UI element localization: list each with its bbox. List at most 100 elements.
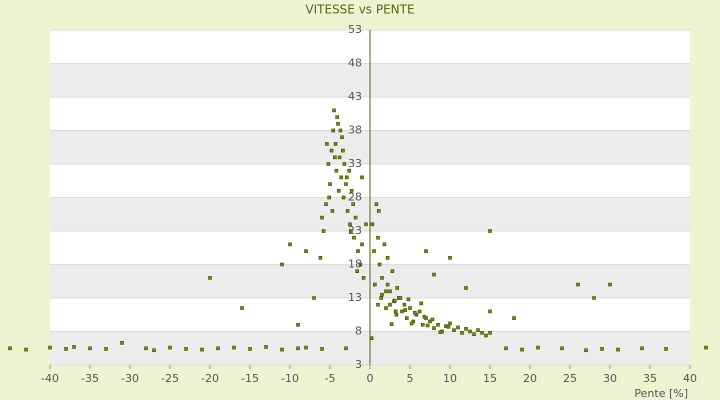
- point: [400, 309, 404, 314]
- point: [395, 286, 400, 290]
- point: [264, 345, 268, 349]
- x-tick-label: 10: [443, 372, 457, 385]
- y-tick-label: 33: [348, 157, 362, 170]
- point: [340, 135, 344, 139]
- point: [448, 321, 452, 326]
- point: [348, 222, 352, 227]
- point: [377, 262, 382, 267]
- y-tick-label: 48: [348, 57, 362, 70]
- y-tick-label: 38: [348, 124, 362, 137]
- y-tick-label: 18: [348, 258, 362, 271]
- point: [320, 215, 324, 220]
- point: [358, 262, 363, 267]
- point: [432, 326, 436, 330]
- point: [394, 312, 399, 317]
- point: [355, 269, 360, 274]
- point: [360, 175, 364, 180]
- point: [120, 341, 124, 345]
- point: [438, 330, 443, 334]
- point: [389, 322, 394, 326]
- point: [356, 249, 360, 253]
- point: [345, 209, 350, 213]
- point: [385, 255, 390, 260]
- chart-title: VITESSE vs PENTE: [305, 3, 414, 17]
- point: [424, 249, 428, 253]
- point: [376, 235, 380, 240]
- y-tick-label: 28: [348, 191, 362, 204]
- point: [296, 322, 300, 327]
- point: [361, 276, 366, 280]
- point: [327, 195, 332, 200]
- point: [332, 108, 336, 113]
- point: [432, 272, 436, 277]
- point: [372, 249, 376, 253]
- point: [334, 168, 339, 173]
- point: [384, 306, 388, 310]
- point: [348, 229, 353, 233]
- x-tick-label: 35: [643, 372, 657, 385]
- point: [329, 148, 334, 153]
- point: [8, 346, 12, 351]
- point: [331, 128, 336, 133]
- y-tick-label: 8: [355, 325, 362, 338]
- point: [324, 142, 329, 146]
- point: [379, 296, 384, 300]
- x-tick-label: -30: [121, 372, 139, 385]
- point: [369, 336, 374, 341]
- point: [344, 175, 349, 180]
- point: [464, 286, 468, 290]
- y-tick-label: 3: [355, 358, 362, 371]
- point: [24, 347, 28, 352]
- point: [393, 309, 398, 314]
- point: [104, 347, 108, 351]
- point: [332, 155, 337, 160]
- point: [520, 347, 524, 352]
- point: [344, 346, 348, 351]
- point: [304, 249, 308, 253]
- x-tick-label: 5: [407, 372, 414, 385]
- point: [352, 235, 356, 240]
- point: [420, 322, 425, 327]
- point: [337, 155, 342, 160]
- point: [64, 347, 68, 351]
- point: [341, 195, 346, 200]
- point: [472, 332, 476, 336]
- point: [208, 276, 212, 280]
- point: [536, 345, 540, 350]
- point: [232, 345, 236, 350]
- x-tick-label: 20: [523, 372, 537, 385]
- point: [460, 331, 464, 335]
- point: [422, 314, 427, 319]
- point: [339, 175, 344, 180]
- point: [382, 242, 387, 247]
- x-tick-label: -10: [281, 372, 299, 385]
- point: [600, 347, 604, 351]
- point: [349, 189, 354, 193]
- point: [328, 182, 332, 186]
- point: [408, 306, 412, 310]
- x-tick-label: 0: [367, 372, 374, 385]
- point: [417, 309, 422, 314]
- point: [398, 296, 403, 300]
- point: [380, 292, 384, 297]
- point: [409, 321, 414, 326]
- point: [488, 309, 492, 314]
- point: [402, 302, 407, 307]
- point: [664, 347, 668, 351]
- point: [360, 242, 364, 247]
- point: [288, 242, 292, 247]
- point: [48, 345, 52, 350]
- point: [353, 215, 358, 220]
- point: [320, 347, 324, 351]
- point: [336, 189, 341, 193]
- y-tick-label: 23: [348, 224, 362, 237]
- point: [296, 346, 300, 351]
- point: [338, 128, 343, 133]
- point: [330, 209, 335, 213]
- y-tick-label: 43: [348, 90, 362, 103]
- point: [318, 255, 323, 260]
- point: [484, 333, 488, 338]
- point: [168, 345, 172, 350]
- point: [504, 346, 508, 351]
